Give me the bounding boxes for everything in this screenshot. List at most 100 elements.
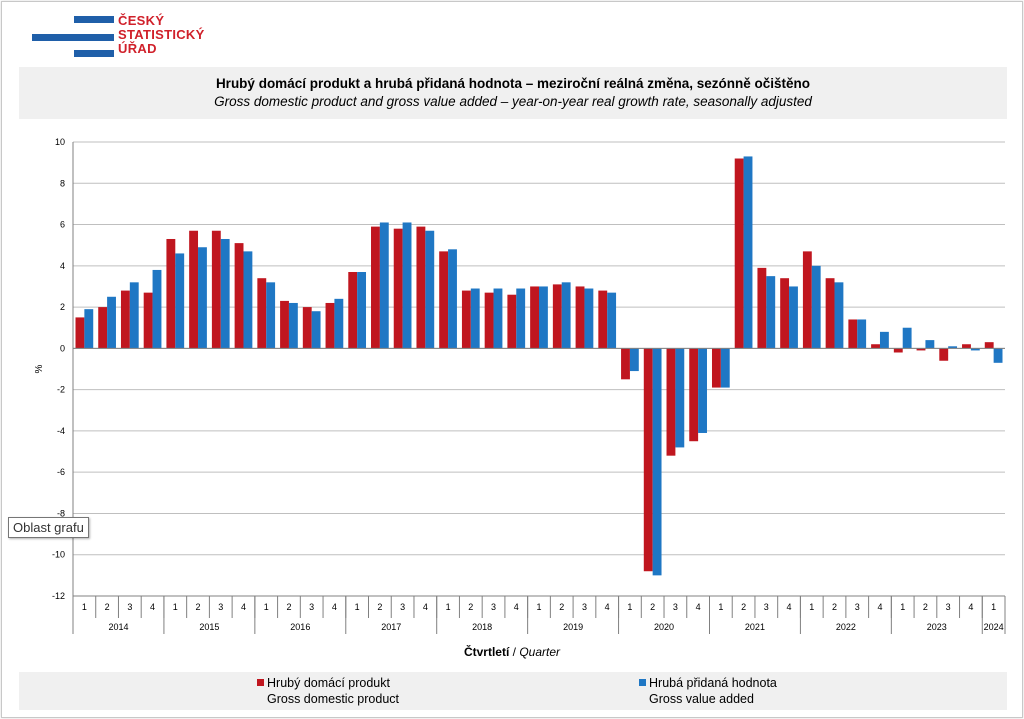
x-axis-title: Čtvrtletí / Quarter xyxy=(0,645,1024,659)
x-tick-label-quarter: 4 xyxy=(968,602,973,612)
bar-gva xyxy=(107,296,116,349)
bar-gdp xyxy=(802,251,812,349)
bar-gva xyxy=(288,302,298,349)
y-tick-label: 2 xyxy=(60,302,65,312)
bar-gdp xyxy=(75,317,85,349)
x-tick-label-quarter: 3 xyxy=(946,602,951,612)
bar-gdp xyxy=(257,278,267,349)
x-tick-label-year: 2022 xyxy=(836,622,856,632)
x-tick-label-quarter: 1 xyxy=(173,602,178,612)
chart-subtitle: Gross domestic product and gross value a… xyxy=(214,94,812,109)
bar-gva xyxy=(129,282,139,349)
bar-gdp xyxy=(984,342,994,349)
bar-gva xyxy=(516,288,526,349)
bar-gdp xyxy=(348,272,358,349)
x-tick-label-quarter: 4 xyxy=(877,602,882,612)
bar-gdp xyxy=(530,286,539,349)
chart-area-tooltip: Oblast grafu xyxy=(8,517,89,538)
bar-gdp xyxy=(916,348,926,351)
bar-gva xyxy=(448,249,457,349)
bar-gdp xyxy=(689,348,699,442)
x-tick-label-quarter: 1 xyxy=(900,602,905,612)
legend-item-gva[interactable]: Hrubá přidaná hodnota Gross value added xyxy=(639,675,777,707)
y-tick-label: -10 xyxy=(52,550,65,560)
x-tick-label-quarter: 4 xyxy=(332,602,337,612)
bar-gdp xyxy=(189,230,199,349)
x-tick-label-quarter: 1 xyxy=(355,602,360,612)
bar-gdp xyxy=(416,226,426,349)
logo-bar-1 xyxy=(74,16,114,23)
y-tick-label: 8 xyxy=(60,178,65,188)
bar-gva xyxy=(720,348,730,388)
bar-gva xyxy=(84,309,94,349)
bar-gva xyxy=(948,346,958,349)
bar-gdp xyxy=(393,228,403,349)
bar-gva xyxy=(311,311,321,349)
legend-item-gdp[interactable]: Hrubý domácí produkt Gross domestic prod… xyxy=(257,675,399,707)
bar-gva xyxy=(925,340,935,349)
x-axis-title-separator: / xyxy=(509,645,520,659)
bar-gdp xyxy=(166,238,176,349)
bar-gdp xyxy=(939,348,949,361)
bar-gva xyxy=(152,269,162,349)
bar-gva xyxy=(607,292,617,349)
bar-gva xyxy=(766,276,776,349)
logo-bar-3 xyxy=(74,50,114,57)
x-tick-label-quarter: 2 xyxy=(468,602,473,612)
y-tick-label: 0 xyxy=(60,343,65,353)
bar-gva xyxy=(539,286,548,349)
bar-gdp xyxy=(598,290,608,349)
legend-label-gdp-en: Gross domestic product xyxy=(267,692,399,706)
x-tick-label-quarter: 3 xyxy=(400,602,405,612)
bar-gdp xyxy=(280,300,289,349)
bar-gva xyxy=(425,230,435,349)
y-tick-label: -6 xyxy=(57,467,65,477)
bar-gdp xyxy=(302,307,312,349)
x-tick-label-quarter: 4 xyxy=(150,602,155,612)
y-axis-label: % xyxy=(34,364,45,373)
logo-bar-2 xyxy=(32,34,114,41)
bar-gdp xyxy=(439,251,449,349)
logo-text: ČESKÝ STATISTICKÝ ÚŘAD xyxy=(118,14,205,56)
bar-gva xyxy=(198,247,207,349)
x-tick-label-quarter: 4 xyxy=(241,602,246,612)
bar-gdp xyxy=(871,344,880,349)
x-tick-label-quarter: 3 xyxy=(582,602,587,612)
x-tick-label-quarter: 2 xyxy=(196,602,201,612)
czso-logo: ČESKÝ STATISTICKÝ ÚŘAD xyxy=(32,14,222,62)
bar-gva xyxy=(834,282,844,349)
x-tick-label-quarter: 3 xyxy=(218,602,223,612)
bar-gva xyxy=(743,156,753,349)
bar-gva xyxy=(402,222,412,349)
x-tick-label-quarter: 2 xyxy=(286,602,291,612)
bar-gva xyxy=(175,253,185,349)
bar-gdp xyxy=(643,348,653,572)
legend-swatch-gdp xyxy=(257,679,264,686)
x-tick-label-quarter: 3 xyxy=(309,602,314,612)
bar-gdp xyxy=(848,319,858,349)
bar-gva xyxy=(493,288,503,349)
bar-gdp xyxy=(484,292,494,349)
bar-gdp xyxy=(757,267,767,349)
legend-label-gva: Hrubá přidaná hodnota xyxy=(649,676,777,690)
bar-gdp xyxy=(507,294,517,349)
bar-gdp xyxy=(711,348,721,388)
bar-gdp xyxy=(893,348,903,353)
logo-line-3: ÚŘAD xyxy=(118,41,157,56)
x-tick-label-quarter: 4 xyxy=(423,602,428,612)
bar-gdp xyxy=(143,292,153,349)
bar-gva xyxy=(379,222,389,349)
legend-swatch-gva xyxy=(639,679,646,686)
x-tick-label-quarter: 3 xyxy=(673,602,678,612)
bar-gva xyxy=(334,298,344,349)
x-tick-label-year: 2024 xyxy=(984,622,1004,632)
legend-label-gdp: Hrubý domácí produkt xyxy=(267,676,390,690)
bar-gva xyxy=(993,348,1003,363)
x-tick-label-quarter: 2 xyxy=(923,602,928,612)
x-tick-label-quarter: 2 xyxy=(650,602,655,612)
x-tick-label-year: 2014 xyxy=(108,622,128,632)
x-tick-label-quarter: 1 xyxy=(446,602,451,612)
x-tick-label-quarter: 1 xyxy=(718,602,723,612)
x-tick-label-year: 2020 xyxy=(654,622,674,632)
